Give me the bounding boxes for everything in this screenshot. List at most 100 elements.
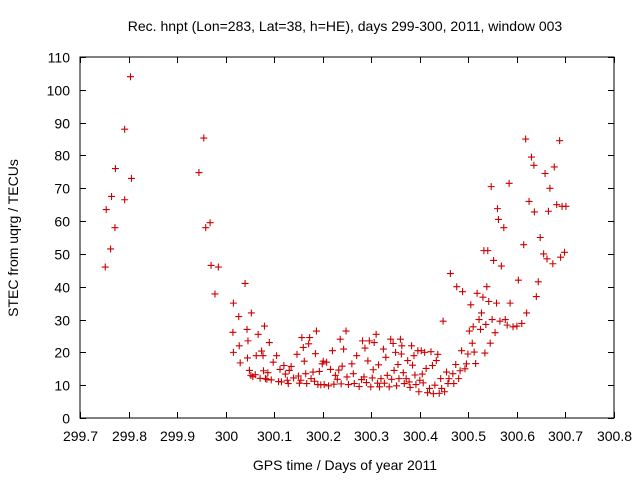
data-point (411, 371, 419, 379)
data-point (206, 219, 214, 227)
data-point (267, 376, 275, 384)
data-point (375, 361, 383, 369)
data-point (259, 352, 267, 360)
data-point (427, 348, 435, 356)
data-point (527, 153, 535, 161)
data-point (343, 373, 351, 381)
data-point (394, 361, 402, 369)
plot-frame (79, 56, 615, 419)
data-point (491, 329, 499, 337)
data-point (487, 183, 495, 191)
data-point (337, 380, 345, 388)
data-point (365, 337, 373, 345)
data-point (349, 370, 357, 378)
data-point (392, 348, 400, 356)
data-point (280, 361, 288, 369)
data-point (202, 224, 210, 232)
data-point (311, 350, 319, 358)
data-point (200, 134, 208, 142)
x-tick-label: 300.7 (548, 428, 583, 444)
data-point (306, 334, 314, 342)
data-point (506, 299, 514, 307)
data-point (303, 380, 311, 388)
data-point (102, 206, 110, 214)
data-point (503, 321, 511, 329)
data-point (550, 163, 558, 171)
data-point (336, 335, 344, 343)
data-point (445, 375, 453, 383)
data-point (464, 350, 472, 358)
data-point (513, 322, 521, 330)
x-tick-label: 299.9 (160, 428, 195, 444)
data-point (431, 381, 439, 389)
data-point (252, 352, 260, 360)
data-point (467, 301, 475, 309)
y-tick-label: 90 (54, 116, 70, 132)
x-tick-label: 300 (215, 428, 239, 444)
data-point (443, 368, 451, 376)
data-point (360, 373, 368, 381)
data-point (379, 345, 387, 353)
data-point (364, 357, 372, 365)
data-point (333, 375, 341, 383)
data-point (121, 125, 129, 133)
data-point (514, 276, 522, 284)
plot-border (79, 56, 615, 419)
data-point (557, 253, 565, 261)
data-point (277, 378, 285, 386)
data-point (461, 365, 469, 373)
data-point (418, 370, 426, 378)
data-point (330, 380, 338, 388)
y-tick-label: 100 (47, 83, 71, 99)
data-point (439, 317, 447, 325)
data-point (328, 347, 336, 355)
data-point (335, 366, 343, 374)
x-tick-label: 300.8 (597, 428, 632, 444)
y-tick-label: 50 (54, 247, 70, 263)
data-point (348, 360, 356, 368)
data-point (251, 371, 259, 379)
data-point (397, 350, 405, 358)
data-point (456, 367, 464, 375)
data-point (419, 379, 427, 387)
data-point (281, 370, 289, 378)
data-point (229, 299, 237, 307)
data-point (367, 383, 375, 391)
data-point (469, 323, 477, 331)
data-point (488, 316, 496, 324)
data-point (432, 357, 440, 365)
data-point (243, 354, 251, 362)
data-point (406, 383, 414, 391)
data-point (525, 197, 533, 205)
data-point (390, 366, 398, 374)
data-point (455, 375, 463, 383)
data-point (465, 327, 473, 335)
data-point (312, 327, 320, 335)
data-point (331, 371, 339, 379)
y-axis-label: STEC from uqrg / TECUs (5, 159, 21, 317)
data-point (101, 263, 109, 271)
data-point (540, 250, 548, 258)
data-point (293, 350, 301, 358)
data-point (108, 192, 116, 200)
x-tick-label: 300.6 (500, 428, 535, 444)
data-point (412, 381, 420, 389)
data-point (263, 375, 271, 383)
data-point (497, 262, 505, 270)
data-points (101, 73, 570, 398)
data-point (340, 345, 348, 353)
data-point (127, 174, 135, 182)
data-point (389, 340, 397, 348)
data-point (302, 370, 310, 378)
data-point (195, 169, 203, 177)
data-point (458, 347, 466, 355)
data-point (396, 335, 404, 343)
data-point (372, 330, 380, 338)
data-point (353, 352, 361, 360)
data-point (562, 202, 570, 210)
data-point (126, 73, 134, 81)
data-point (475, 316, 483, 324)
data-point (359, 337, 367, 345)
data-point (470, 348, 478, 356)
